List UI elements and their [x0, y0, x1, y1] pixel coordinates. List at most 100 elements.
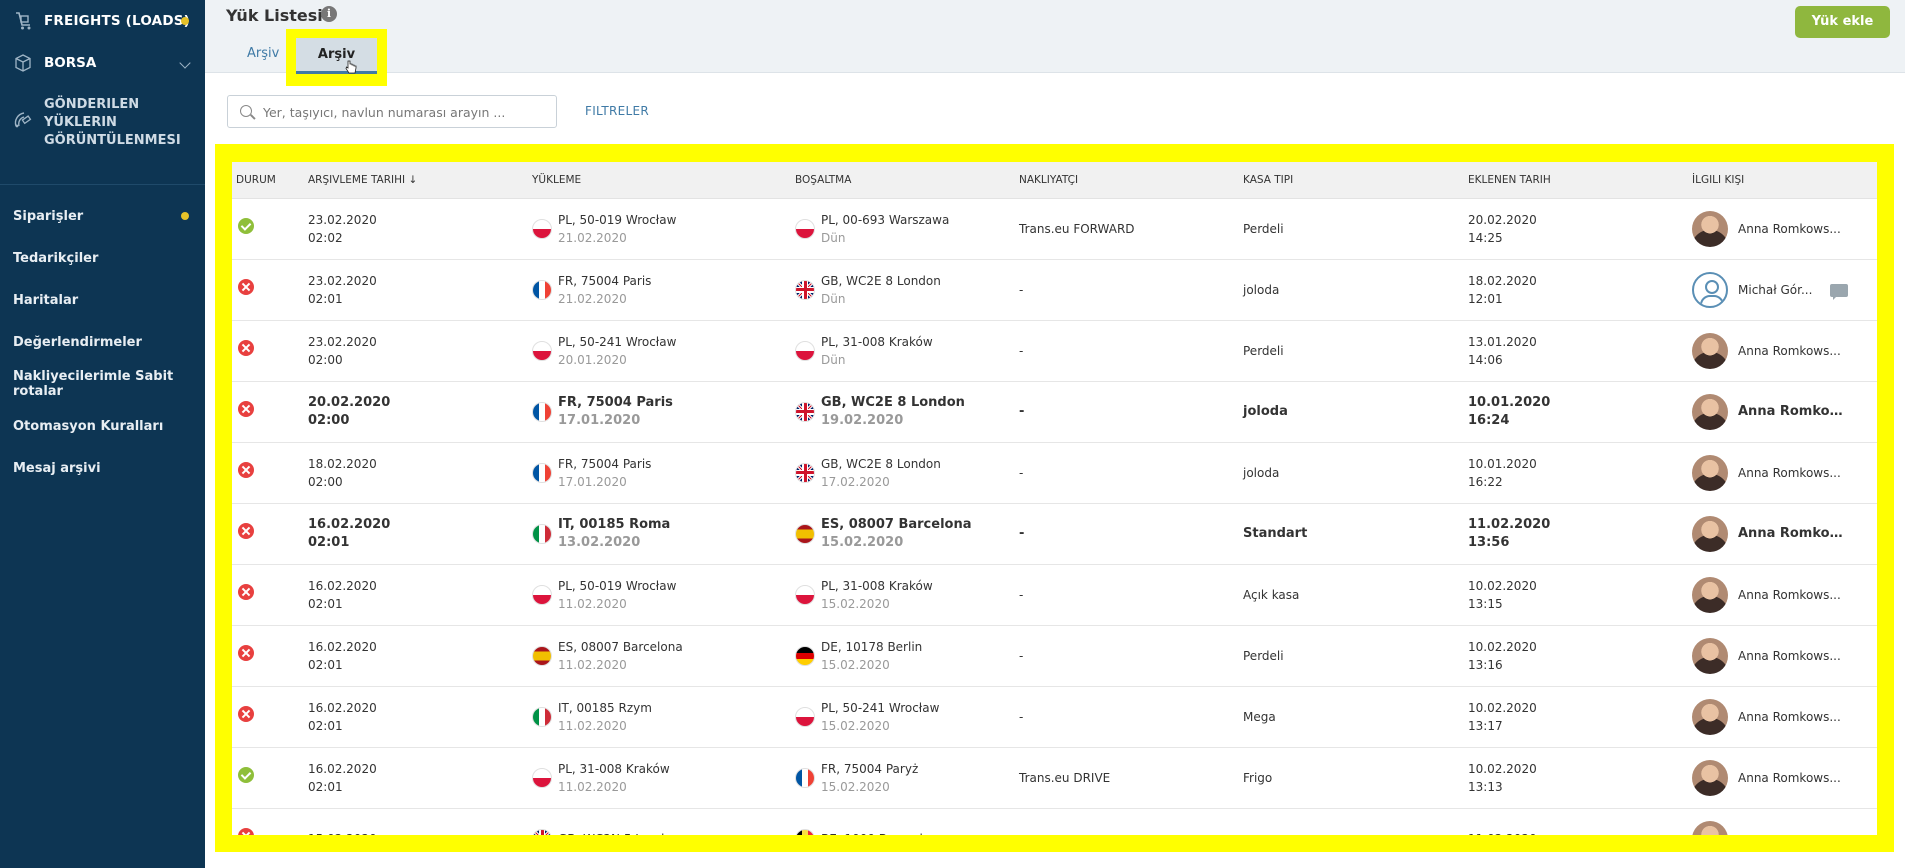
loading-date: 21.02.2020 [558, 230, 627, 245]
added-time: 16:24 [1468, 412, 1510, 428]
loading-date: 11.02.2020 [558, 779, 627, 794]
sidebar-item-siparisler[interactable]: Siparişler [0, 195, 205, 237]
loading-cell: PL, 50-241 Wrocław 20.01.2020 [528, 320, 791, 382]
table-row[interactable]: 23.02.2020 02:02 PL, 50-019 Wrocław 21.02.2… [232, 198, 1877, 260]
archive-date-cell: 16.02.2020 02:01 [304, 747, 528, 809]
flag-icon [795, 340, 815, 361]
table-row[interactable]: 23.02.2020 02:01 FR, 75004 Paris 21.02.2020… [232, 259, 1877, 321]
archive-date-cell: 15.02.2020 [304, 808, 528, 835]
col-header-loading[interactable]: YÜKLEME [528, 162, 791, 199]
col-header-archive-date[interactable]: ARŞIVLEME TARIHI ↓ [304, 162, 528, 199]
table-row[interactable]: 18.02.2020 02:00 FR, 75004 Paris 17.01.2020… [232, 442, 1877, 504]
archive-date: 20.02.2020 [308, 394, 391, 410]
table-row[interactable]: 20.02.2020 02:00 FR, 75004 Paris 17.01.2020… [232, 381, 1877, 443]
unloading-place: ES, 08007 Barcelona [821, 516, 972, 532]
table-row[interactable]: 15.02.2020 GB, WC2N 5 London BE, 1000 Brus… [232, 808, 1877, 835]
added-date: 11.02.2020 [1468, 516, 1551, 532]
tab-arsiv-1[interactable]: Arşiv [247, 46, 280, 61]
archive-date-cell: 16.02.2020 02:01 [304, 564, 528, 626]
avatar[interactable] [1692, 698, 1728, 735]
contact-name[interactable]: Anna Romkows... [1738, 587, 1841, 602]
carrier-cell: - [1015, 320, 1239, 382]
archive-date: 16.02.2020 [308, 578, 377, 593]
contact-name[interactable]: Anna Romko... [1738, 525, 1843, 541]
filters-link[interactable]: FILTRELER [585, 104, 650, 118]
message-icon[interactable] [1830, 283, 1848, 300]
contact-name[interactable]: Anna Romko... [1738, 403, 1843, 419]
sidebar-item-freights[interactable]: FREIGHTS (LOADS) [0, 0, 205, 42]
contact-name[interactable]: Anna Romkows... [1738, 770, 1841, 785]
avatar[interactable] [1692, 515, 1728, 552]
loading-place: GB, WC2N 5 London [558, 830, 679, 836]
col-header-unloading[interactable]: BOŞALTMA [791, 162, 1015, 199]
added-date: 20.02.2020 [1468, 212, 1537, 227]
table-row[interactable]: 16.02.2020 02:01 PL, 50-019 Wrocław 11.02.2… [232, 564, 1877, 626]
contact-cell: Anna Romkows... [1688, 320, 1877, 382]
avatar[interactable] [1692, 576, 1728, 613]
sidebar-item-borsa[interactable]: BORSA [0, 42, 205, 84]
archive-time: 02:01 [308, 534, 350, 550]
unloading-date: Dün [821, 352, 846, 367]
contact-name[interactable]: Anna Romkows... [1738, 709, 1841, 724]
added-time: 13:56 [1468, 534, 1510, 550]
col-header-added-date[interactable]: EKLENEN TARIH [1464, 162, 1688, 199]
avatar[interactable] [1692, 820, 1728, 835]
contact-name[interactable]: Anna Romkows... [1738, 221, 1841, 236]
sidebar-item-mesaj-arsivi[interactable]: Mesaj arşivi [0, 447, 205, 489]
archive-date: 23.02.2020 [308, 273, 377, 288]
notification-dot [181, 212, 189, 220]
contact-name[interactable]: Anna Romkows... [1738, 465, 1841, 480]
col-header-body-type[interactable]: KASA TIPI [1239, 162, 1464, 199]
contact-name[interactable]: Anna Romkows... [1738, 343, 1841, 358]
info-icon[interactable]: i [321, 6, 337, 22]
added-time: 16:22 [1468, 474, 1503, 489]
search-input[interactable] [263, 102, 543, 122]
loading-place: PL, 50-019 Wrocław [558, 212, 677, 227]
table-row[interactable]: 16.02.2020 02:01 ES, 08007 Barcelona 11.02.… [232, 625, 1877, 687]
table-row[interactable]: 16.02.2020 02:01 IT, 00185 Rzym 11.02.2020 P… [232, 686, 1877, 748]
table-row[interactable]: 16.02.2020 02:01 PL, 31-008 Kraków 11.02.20… [232, 747, 1877, 809]
sidebar-item-otomasyon[interactable]: Otomasyon Kuralları [0, 405, 205, 447]
loading-cell: IT, 00185 Roma 13.02.2020 [528, 503, 791, 565]
sidebar-item-gonderilen[interactable]: GÖNDERILEN YÜKLERIN GÖRÜNTÜLENMESI [0, 84, 205, 184]
contact-name[interactable]: Anna Romkows... [1738, 648, 1841, 663]
status-cell [232, 503, 304, 565]
sidebar-item-label: Mesaj arşivi [13, 460, 101, 476]
loading-date: 11.02.2020 [558, 657, 627, 672]
notification-dot [181, 17, 189, 25]
add-load-button[interactable]: Yük ekle [1795, 6, 1890, 38]
sidebar-item-tedarikciler[interactable]: Tedarikçiler [0, 237, 205, 279]
avatar[interactable] [1692, 271, 1728, 308]
added-time: 13:17 [1468, 718, 1503, 733]
unloading-date: 15.02.2020 [821, 596, 890, 611]
unloading-place: PL, 31-008 Kraków [821, 578, 933, 593]
col-header-status[interactable]: DURUM [232, 162, 304, 199]
added-date: 11.02.2020 [1468, 830, 1688, 836]
added-date-cell: 11.02.2020 13:56 [1464, 503, 1688, 565]
contact-name[interactable]: Michał Gór... [1738, 282, 1813, 297]
col-header-carrier[interactable]: NAKLIYATÇI [1015, 162, 1239, 199]
avatar[interactable] [1692, 637, 1728, 674]
tab-arsiv-active[interactable]: Arşiv [296, 38, 377, 74]
table-row[interactable]: 16.02.2020 02:01 IT, 00185 Roma 13.02.2020 E… [232, 503, 1877, 565]
avatar[interactable] [1692, 393, 1728, 430]
avatar[interactable] [1692, 332, 1728, 369]
archive-date: 15.02.2020 [308, 830, 528, 836]
sidebar-item-sabit-rotalar[interactable]: Nakliyecilerimle Sabit rotalar [0, 363, 205, 405]
added-date: 10.02.2020 [1468, 639, 1537, 654]
avatar[interactable] [1692, 759, 1728, 796]
sidebar-item-haritalar[interactable]: Haritalar [0, 279, 205, 321]
table-row[interactable]: 23.02.2020 02:00 PL, 50-241 Wrocław 20.01.2… [232, 320, 1877, 382]
unloading-place: PL, 00-693 Warszawa [821, 212, 950, 227]
sidebar-item-degerlendirmeler[interactable]: Değerlendirmeler [0, 321, 205, 363]
loading-date: 11.02.2020 [558, 596, 627, 611]
table-header-row: DURUM ARŞIVLEME TARIHI ↓ YÜKLEME BOŞALTM… [232, 162, 1877, 199]
status-cell [232, 320, 304, 382]
sidebar-item-label: Değerlendirmeler [13, 334, 142, 350]
col-header-contact[interactable]: İLGILI KIŞI [1688, 162, 1877, 199]
carrier-cell: - [1015, 259, 1239, 321]
archive-date-cell: 16.02.2020 02:01 [304, 625, 528, 687]
avatar[interactable] [1692, 454, 1728, 491]
avatar[interactable] [1692, 210, 1728, 247]
loading-place: IT, 00185 Roma [558, 516, 671, 532]
